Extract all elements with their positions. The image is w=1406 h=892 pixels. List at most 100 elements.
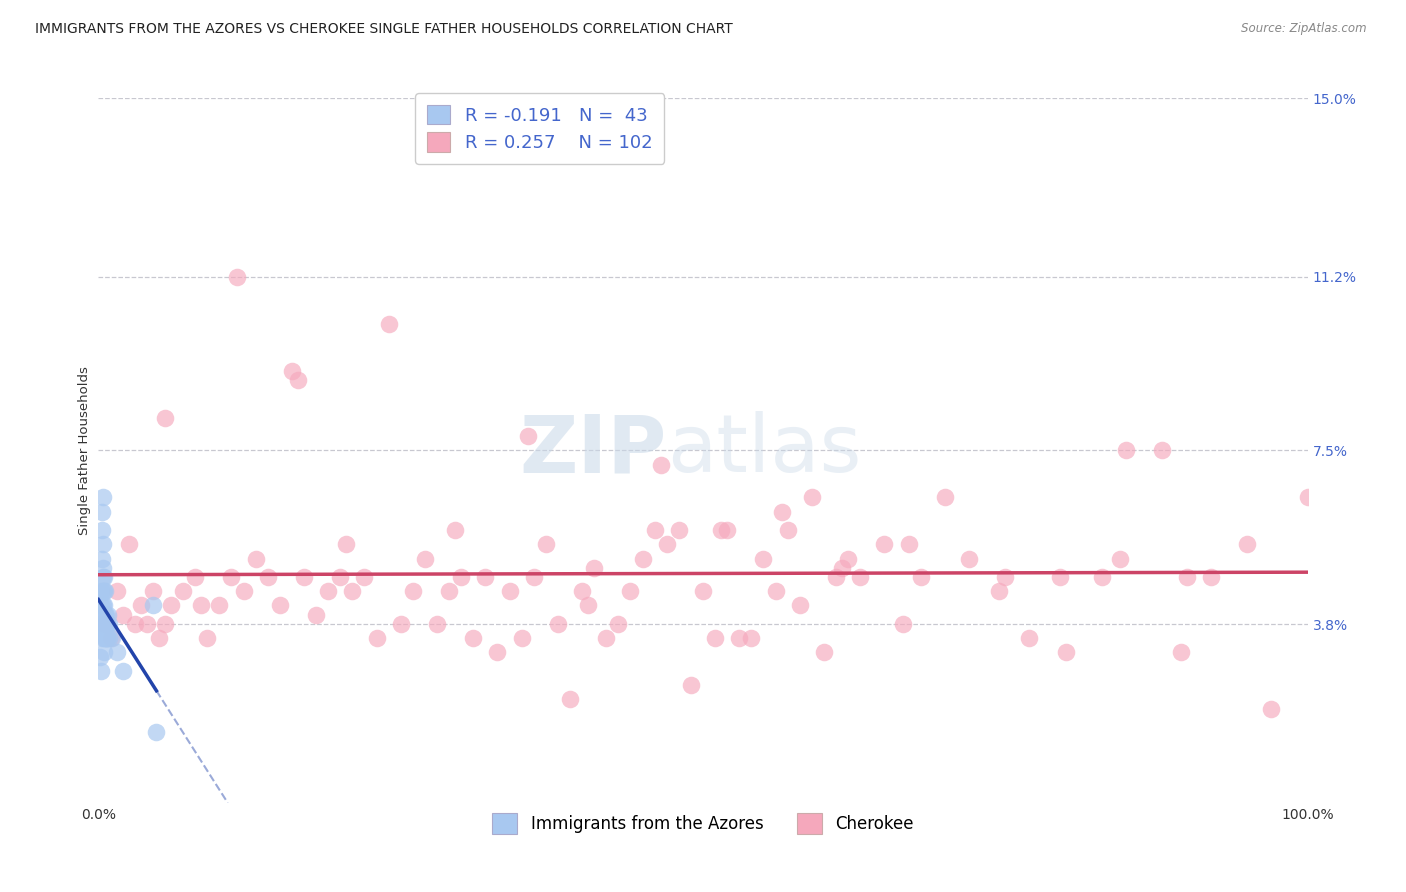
Point [752, 551, 775, 566]
Point [1109, 551, 1132, 566]
Point [245, 551, 267, 566]
Point [765, 584, 787, 599]
Point [692, 584, 714, 599]
Point [142, 584, 165, 599]
Point [329, 570, 352, 584]
Legend: Immigrants from the Azores, Cherokee: Immigrants from the Azores, Cherokee [485, 806, 921, 840]
Point [1175, 570, 1198, 584]
Point [93, 584, 115, 599]
Point [1152, 443, 1174, 458]
Point [94, 617, 117, 632]
Point [190, 599, 212, 613]
Point [111, 665, 134, 679]
Point [91, 524, 114, 538]
Point [91, 561, 114, 575]
Point [96, 632, 118, 646]
Point [97, 607, 120, 622]
Point [226, 269, 249, 284]
Point [93, 607, 115, 622]
Point [650, 458, 672, 472]
Text: Source: ZipAtlas.com: Source: ZipAtlas.com [1241, 22, 1367, 36]
Point [891, 617, 914, 632]
Point [1260, 702, 1282, 716]
Point [516, 429, 538, 443]
Point [93, 570, 115, 584]
Point [118, 537, 141, 551]
Point [583, 561, 606, 575]
Point [135, 617, 157, 632]
Point [668, 524, 690, 538]
Point [184, 570, 207, 584]
Text: IMMIGRANTS FROM THE AZORES VS CHEROKEE SINGLE FATHER HOUSEHOLDS CORRELATION CHAR: IMMIGRANTS FROM THE AZORES VS CHEROKEE S… [35, 22, 733, 37]
Point [534, 537, 557, 551]
Point [93, 617, 115, 632]
Point [287, 373, 309, 387]
Point [934, 491, 956, 505]
Point [571, 584, 593, 599]
Point [994, 570, 1017, 584]
Point [91, 570, 114, 584]
Point [413, 551, 436, 566]
Point [91, 607, 114, 622]
Point [389, 617, 412, 632]
Point [679, 678, 702, 692]
Point [90, 599, 112, 613]
Point [145, 725, 167, 739]
Point [897, 537, 920, 551]
Point [90, 617, 112, 632]
Text: atlas: atlas [666, 411, 860, 490]
Point [619, 584, 641, 599]
Point [558, 692, 581, 706]
Point [94, 607, 117, 622]
Point [789, 599, 811, 613]
Point [91, 504, 114, 518]
Point [474, 570, 496, 584]
Point [1054, 645, 1077, 659]
Point [710, 524, 733, 538]
Point [153, 410, 176, 425]
Point [93, 599, 115, 613]
Point [124, 617, 146, 632]
Point [111, 607, 134, 622]
Point [91, 491, 114, 505]
Point [232, 584, 254, 599]
Point [831, 561, 853, 575]
Point [825, 570, 848, 584]
Point [444, 524, 467, 538]
Point [704, 632, 727, 646]
Point [142, 599, 165, 613]
Point [90, 665, 112, 679]
Point [96, 632, 118, 646]
Y-axis label: Single Father Households: Single Father Households [79, 366, 91, 535]
Point [94, 632, 117, 646]
Point [93, 617, 115, 632]
Point [93, 626, 115, 640]
Point [96, 632, 118, 646]
Point [89, 650, 111, 665]
Text: ZIP: ZIP [519, 411, 666, 490]
Point [910, 570, 932, 584]
Point [437, 584, 460, 599]
Point [655, 537, 678, 551]
Point [105, 584, 128, 599]
Point [342, 584, 364, 599]
Point [728, 632, 751, 646]
Point [98, 617, 121, 632]
Point [316, 584, 339, 599]
Point [1199, 570, 1222, 584]
Point [93, 632, 115, 646]
Point [153, 617, 176, 632]
Point [1296, 491, 1319, 505]
Point [1115, 443, 1137, 458]
Point [716, 524, 738, 538]
Point [353, 570, 375, 584]
Point [547, 617, 569, 632]
Point [91, 632, 114, 646]
Point [957, 551, 980, 566]
Point [377, 317, 399, 331]
Point [1049, 570, 1071, 584]
Point [97, 632, 120, 646]
Point [402, 584, 425, 599]
Point [1018, 632, 1040, 646]
Point [631, 551, 654, 566]
